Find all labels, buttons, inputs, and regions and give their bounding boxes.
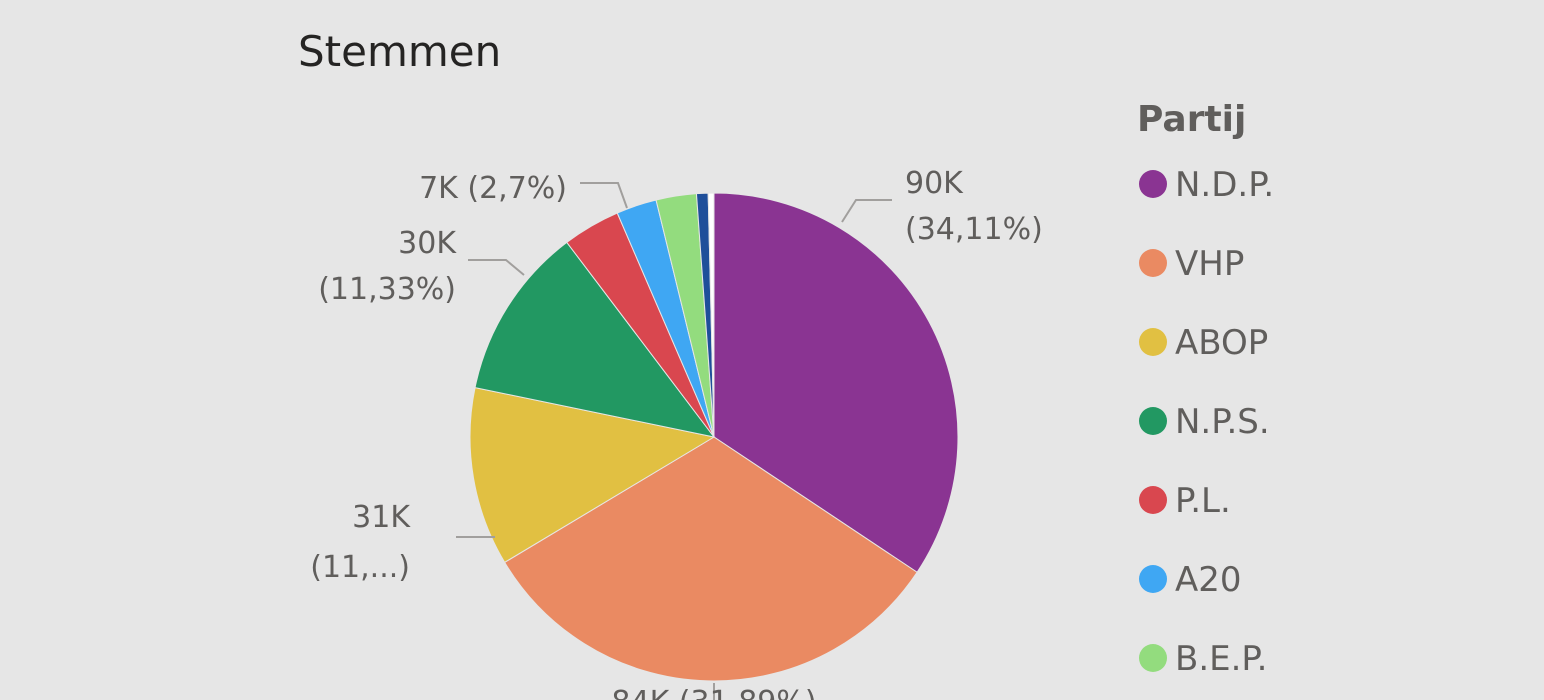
legend-marker (1139, 407, 1167, 435)
data-label: 31K (352, 500, 411, 535)
data-label: (11,...) (310, 550, 410, 585)
legend-label[interactable]: A20 (1175, 560, 1242, 600)
pie-slice-vhp[interactable] (503, 436, 918, 682)
legend-marker (1139, 486, 1167, 514)
legend-label[interactable]: ABOP (1175, 323, 1268, 363)
legend-label[interactable]: B.E.P. (1175, 639, 1267, 679)
pie-slice-overig-2[interactable] (707, 192, 715, 438)
legend-title: Partij (1137, 99, 1246, 140)
leader-line (468, 259, 525, 276)
legend-marker (1139, 170, 1167, 198)
data-label: 7K (2,7%) (419, 171, 567, 206)
legend-marker (1139, 249, 1167, 277)
data-label: 90K (905, 166, 964, 201)
pie-slice-abop[interactable] (469, 387, 716, 564)
legend-marker (1139, 644, 1167, 672)
leader-line (841, 199, 892, 223)
legend: Partij N.D.P. VHP ABOP N.P.S. P.L. A20 B.E.P. (1137, 99, 1274, 679)
data-labels: 90K (34,11%) 84K (31,89%) 31K (11,...) 30K (11… (310, 166, 1043, 700)
legend-marker (1139, 328, 1167, 356)
data-label: 84K (31,89%) (611, 685, 816, 700)
legend-marker (1139, 565, 1167, 593)
leader-line (580, 182, 628, 209)
chart-title: Stemmen (298, 27, 501, 76)
legend-label[interactable]: P.L. (1175, 481, 1231, 521)
data-label: 30K (398, 226, 457, 261)
legend-label[interactable]: N.D.P. (1175, 165, 1274, 205)
legend-label[interactable]: VHP (1175, 244, 1244, 284)
pie-slice-n-p-s[interactable] (474, 241, 716, 438)
data-label: (11,33%) (318, 272, 456, 307)
pie-slices (469, 192, 959, 682)
data-label: (34,11%) (905, 212, 1043, 247)
legend-label[interactable]: N.P.S. (1175, 402, 1270, 442)
